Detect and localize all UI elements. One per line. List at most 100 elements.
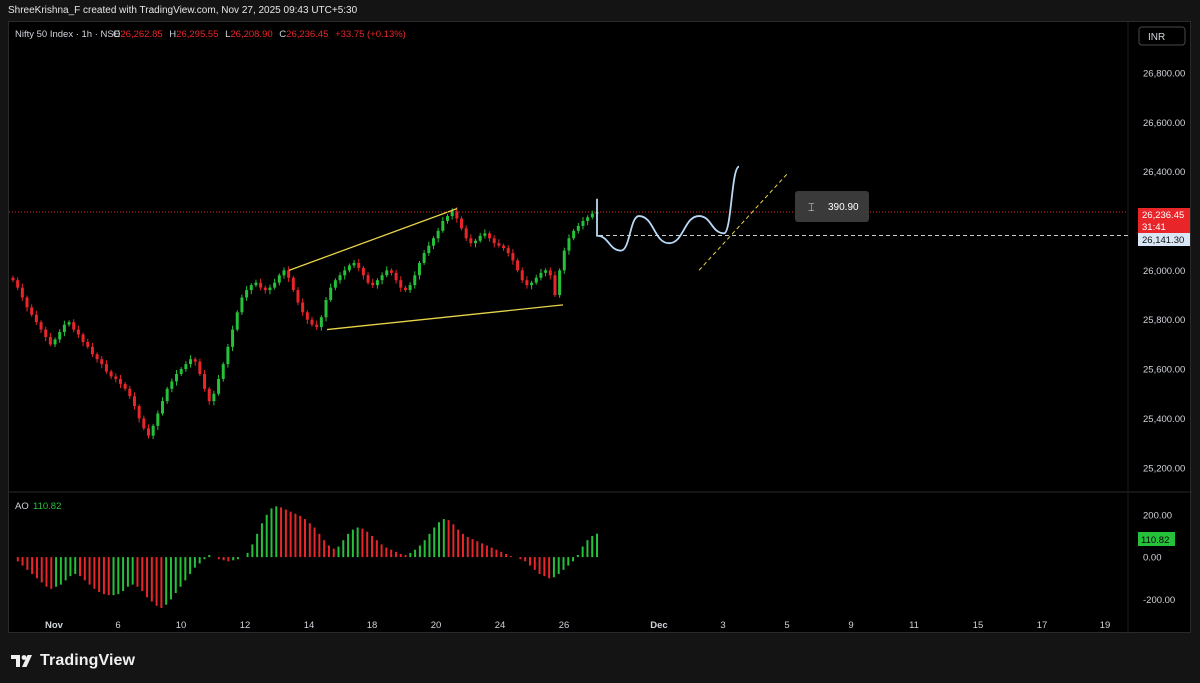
candle [189, 359, 193, 365]
candle [273, 282, 277, 288]
tradingview-logo-text: TradingView [40, 652, 136, 669]
measure-value: 390.90 [828, 202, 859, 213]
legend-change: +33.75 (+0.13%) [335, 29, 406, 40]
ao-label[interactable]: AO [15, 501, 29, 512]
legend-low: 26,208.90 [230, 29, 272, 40]
candle [483, 233, 487, 236]
candle [226, 346, 230, 365]
candle [62, 324, 66, 333]
legend-close: 26,236.45 [286, 29, 328, 40]
candle [291, 277, 295, 291]
legend-symbol[interactable]: Nifty 50 Index · 1h · NSE [15, 29, 120, 40]
time-axis-tick: 19 [1100, 620, 1111, 631]
candle [203, 374, 207, 389]
tradingview-logo[interactable]: TradingView [10, 652, 135, 670]
candle [436, 230, 440, 239]
ao-axis-tick: 0.00 [1143, 553, 1162, 564]
candle [394, 272, 398, 281]
candle [427, 245, 431, 254]
candle [123, 383, 127, 389]
candle [151, 425, 155, 436]
time-axis-tick: 6 [115, 620, 120, 631]
candle [347, 265, 351, 271]
candle [530, 282, 534, 286]
time-axis-tick: 11 [909, 620, 919, 631]
candle [81, 334, 85, 342]
measure-line[interactable] [698, 173, 788, 271]
candle [329, 287, 333, 300]
candle [245, 290, 249, 298]
candle [165, 388, 169, 402]
time-axis-tick: 20 [431, 620, 442, 631]
candle [548, 270, 552, 276]
candle [385, 270, 389, 276]
chart-frame[interactable]: Nifty 50 Index · 1h · NSE O26,262.85 H26… [8, 21, 1192, 634]
candle [366, 275, 370, 283]
measure-tooltip[interactable]: ⌶ 390.90 [795, 191, 869, 222]
candle [39, 322, 43, 330]
candle [534, 277, 538, 283]
currency-button[interactable]: INR [1138, 26, 1186, 46]
candle [221, 364, 225, 379]
candle [375, 280, 379, 286]
trendline[interactable] [326, 304, 564, 331]
candle [389, 270, 393, 273]
price-axis-tick: 26,800.00 [1143, 68, 1185, 79]
candle [282, 270, 286, 276]
candle [422, 253, 426, 263]
candle [310, 319, 314, 325]
candle [305, 312, 309, 320]
candle [30, 307, 34, 315]
candle [132, 396, 136, 407]
candle [48, 336, 52, 345]
ao-axis-tick: 200.00 [1143, 510, 1172, 521]
bar-countdown: 31:41 [1142, 222, 1166, 233]
level-price-value: 26,141.30 [1142, 235, 1184, 246]
price-axis-tick: 26,400.00 [1143, 167, 1185, 178]
time-axis-tick: 5 [784, 620, 789, 631]
candle [207, 388, 211, 402]
candle [156, 413, 160, 426]
candle [100, 359, 104, 365]
svg-text:O26,262.85 H26,295.55: O26,262.85 H26,295.55 L26,208.90 C26,236… [113, 29, 406, 40]
candle [263, 287, 267, 291]
candle [277, 275, 281, 283]
currency-label: INR [1148, 32, 1165, 43]
candle [399, 280, 403, 288]
candle [455, 211, 459, 219]
legend-low-label: L [225, 29, 230, 40]
candle [175, 374, 179, 382]
candle [343, 270, 347, 276]
projection-curve[interactable] [596, 165, 740, 252]
candle [431, 238, 435, 246]
candle [72, 322, 76, 330]
ao-legend-value: 110.82 [33, 501, 61, 512]
legend-open: 26,262.85 [120, 29, 162, 40]
candle [217, 378, 221, 394]
candle [567, 238, 571, 251]
candle [478, 235, 482, 241]
candle [11, 277, 15, 281]
last-price-value: 26,236.45 [1142, 210, 1184, 221]
time-axis-tick: 9 [848, 620, 853, 631]
legend-high-label: H [169, 29, 176, 40]
candle [25, 297, 29, 308]
trendline[interactable] [288, 208, 458, 271]
candle [104, 364, 108, 372]
candle [464, 228, 468, 239]
candle [497, 243, 501, 246]
candle [403, 287, 407, 291]
chart-canvas[interactable]: Nifty 50 Index · 1h · NSE O26,262.85 H26… [9, 22, 1192, 634]
candle [16, 280, 20, 288]
time-axis-tick: 3 [720, 620, 725, 631]
candle [371, 282, 375, 286]
legend-close-label: C [279, 29, 286, 40]
candle [319, 317, 323, 328]
candle [441, 220, 445, 231]
candle [469, 238, 473, 244]
candle [558, 270, 562, 296]
price-axis-tick: 25,200.00 [1143, 463, 1185, 474]
candle [20, 287, 24, 298]
candle [128, 388, 132, 397]
price-axis-tick: 26,600.00 [1143, 118, 1185, 129]
